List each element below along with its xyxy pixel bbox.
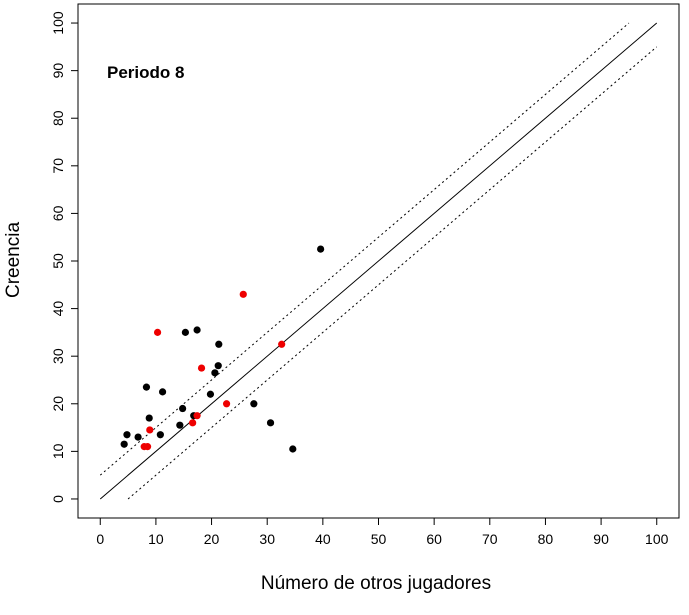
x-axis-title: Número de otros jugadores <box>261 573 491 594</box>
y-tick-label-10: 100 <box>50 11 66 35</box>
x-axis: 0 10 20 30 40 50 60 70 80 90 100 <box>96 518 669 547</box>
y-tick-label-4: 40 <box>50 301 66 317</box>
data-point-red-5 <box>193 412 201 420</box>
data-points <box>120 245 325 453</box>
x-tick-label-6: 60 <box>426 531 442 547</box>
y-axis: 0 10 20 30 40 50 60 70 80 90 100 <box>50 11 78 503</box>
y-tick-label-1: 10 <box>50 443 66 459</box>
y-tick-label-9: 90 <box>50 63 66 79</box>
data-point-red-8 <box>239 290 247 298</box>
data-point-black-5 <box>156 431 164 439</box>
data-point-red-6 <box>197 364 206 372</box>
data-point-red-7 <box>222 400 231 408</box>
dotted-band-line-2 <box>127 46 658 500</box>
x-tick-label-5: 50 <box>371 531 387 547</box>
data-point-black-0 <box>120 440 128 448</box>
x-tick-label-3: 30 <box>259 531 275 547</box>
x-tick-label-1: 10 <box>148 531 164 547</box>
x-tick-label-2: 20 <box>204 531 220 547</box>
data-point-black-14 <box>214 362 222 370</box>
y-axis-title: Creencia <box>3 222 24 298</box>
data-point-black-9 <box>181 328 190 336</box>
data-point-black-6 <box>158 388 167 396</box>
data-point-black-4 <box>145 414 153 422</box>
identity-line <box>99 22 658 500</box>
data-point-red-9 <box>278 340 286 348</box>
dotted-band-line-1 <box>99 22 630 476</box>
data-point-black-19 <box>317 245 325 253</box>
y-tick-label-5: 50 <box>50 253 66 269</box>
data-point-red-3 <box>153 328 162 336</box>
data-point-red-2 <box>146 426 154 434</box>
data-point-black-16 <box>250 400 258 408</box>
y-tick-label-8: 80 <box>50 110 66 126</box>
data-point-red-1 <box>143 443 152 451</box>
y-tick-label-7: 70 <box>50 158 66 174</box>
x-tick-label-7: 70 <box>482 531 498 547</box>
x-tick-label-4: 40 <box>315 531 331 547</box>
x-tick-label-10: 100 <box>645 531 669 547</box>
data-point-black-11 <box>193 326 201 334</box>
data-point-black-12 <box>206 390 215 398</box>
data-point-black-8 <box>179 404 187 413</box>
data-point-black-1 <box>123 431 131 439</box>
data-point-black-3 <box>142 383 151 391</box>
data-point-black-18 <box>289 445 297 453</box>
reference-lines <box>99 22 658 500</box>
period-label: Periodo 8 <box>107 63 184 82</box>
data-point-black-7 <box>176 421 184 429</box>
data-point-black-13 <box>211 369 219 377</box>
y-tick-label-0: 0 <box>50 495 66 503</box>
data-point-black-2 <box>134 433 142 441</box>
x-tick-label-8: 80 <box>538 531 554 547</box>
data-point-red-4 <box>189 419 197 427</box>
y-tick-label-3: 30 <box>50 348 66 364</box>
data-point-black-15 <box>215 340 223 348</box>
x-tick-label-0: 0 <box>96 531 104 547</box>
y-tick-label-6: 60 <box>50 205 66 221</box>
x-tick-label-9: 90 <box>593 531 609 547</box>
data-point-black-17 <box>266 419 275 427</box>
y-tick-label-2: 20 <box>50 396 66 412</box>
